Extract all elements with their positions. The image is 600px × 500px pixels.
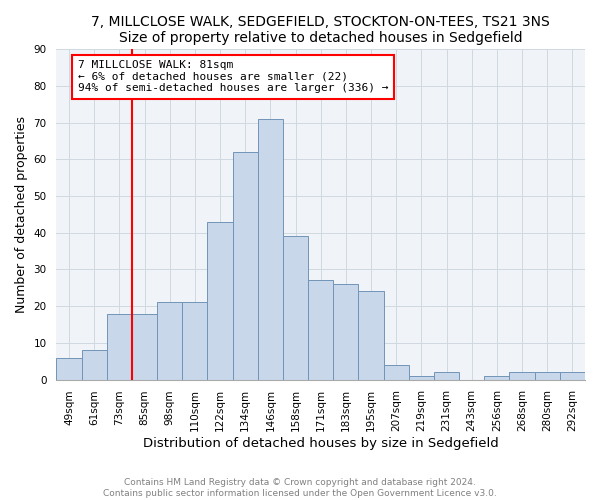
Bar	[383, 365, 409, 380]
Bar	[157, 302, 182, 380]
Bar	[182, 302, 208, 380]
Bar	[358, 292, 383, 380]
Bar	[535, 372, 560, 380]
Bar	[484, 376, 509, 380]
Bar	[107, 314, 132, 380]
Bar	[233, 152, 258, 380]
Bar	[208, 222, 233, 380]
Bar	[283, 236, 308, 380]
Bar	[56, 358, 82, 380]
Text: Contains HM Land Registry data © Crown copyright and database right 2024.
Contai: Contains HM Land Registry data © Crown c…	[103, 478, 497, 498]
Bar	[560, 372, 585, 380]
Bar	[333, 284, 358, 380]
Bar	[308, 280, 333, 380]
Bar	[82, 350, 107, 380]
Bar	[132, 314, 157, 380]
Y-axis label: Number of detached properties: Number of detached properties	[15, 116, 28, 313]
Bar	[258, 119, 283, 380]
X-axis label: Distribution of detached houses by size in Sedgefield: Distribution of detached houses by size …	[143, 437, 499, 450]
Bar	[509, 372, 535, 380]
Title: 7, MILLCLOSE WALK, SEDGEFIELD, STOCKTON-ON-TEES, TS21 3NS
Size of property relat: 7, MILLCLOSE WALK, SEDGEFIELD, STOCKTON-…	[91, 15, 550, 45]
Text: 7 MILLCLOSE WALK: 81sqm
← 6% of detached houses are smaller (22)
94% of semi-det: 7 MILLCLOSE WALK: 81sqm ← 6% of detached…	[78, 60, 388, 94]
Bar	[434, 372, 459, 380]
Bar	[409, 376, 434, 380]
